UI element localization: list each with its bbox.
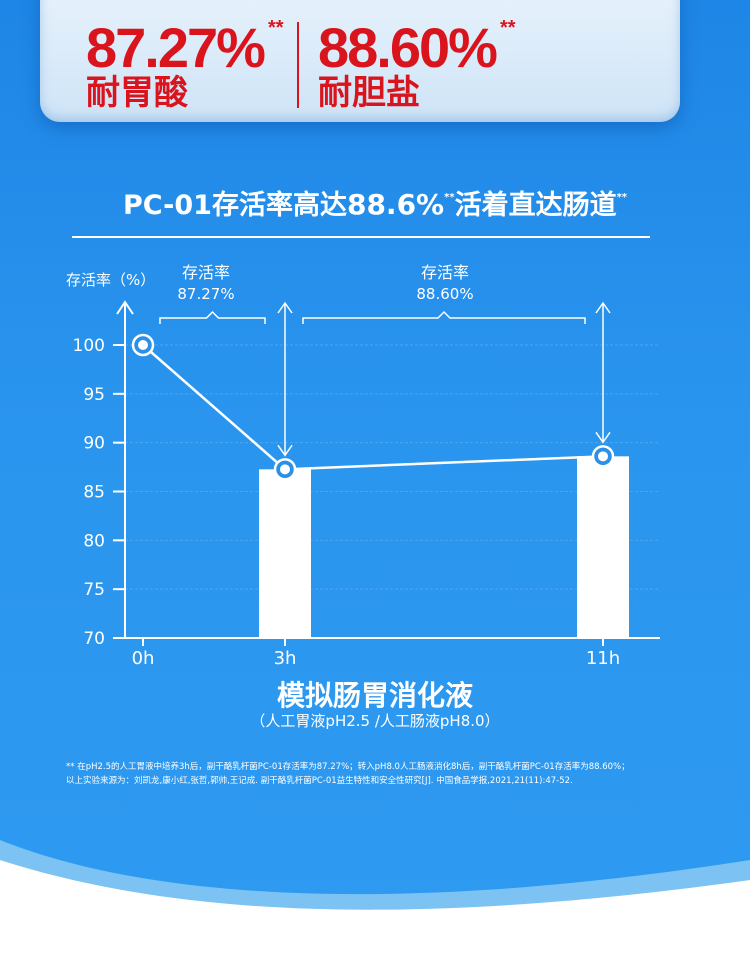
- stat-bile-stars: **: [500, 17, 516, 39]
- x-tick-label: 11h: [586, 648, 620, 669]
- brace-3h: [159, 310, 266, 324]
- headline-part1: PC-01存活率高达: [122, 190, 347, 221]
- stat-acid-label: 耐胃酸: [86, 73, 188, 113]
- y-tick-label: 100: [73, 336, 105, 356]
- brace-11h: [302, 310, 586, 324]
- arrow-3h-head-down: [277, 444, 293, 457]
- y-axis-label: 存活率（%）: [66, 271, 155, 289]
- footnote-line-1: ** 在pH2.5的人工胃液中培养3h后，副干酪乳杆菌PC-01存活率为87.2…: [66, 762, 630, 772]
- stat-acid-stars: **: [268, 17, 284, 39]
- headline-part2: 活着直达肠道: [454, 190, 617, 221]
- annotation-label-0: 存活率: [182, 263, 230, 282]
- x-axis-subtitle: （人工胃液pH2.5 /人工肠液pH8.0）: [250, 712, 500, 730]
- annotation-value-1: 88.60%: [416, 285, 473, 303]
- headline: PC-01存活率高达88.6%**活着直达肠道**: [0, 183, 750, 222]
- stats-badge: [40, 0, 680, 122]
- y-tick-label: 90: [83, 434, 105, 454]
- annotation-value-0: 87.27%: [177, 285, 234, 303]
- headline-sup1: **: [444, 192, 455, 203]
- bar-11h: [577, 456, 629, 638]
- arrow-11h-head-down: [595, 431, 611, 444]
- x-tick-label: 3h: [274, 648, 297, 669]
- bottom-wave: [0, 840, 750, 956]
- stat-acid-value: 87.27%: [86, 16, 266, 79]
- survival-chart: 70 75 80 85 90 95 100 0h 3h 11h 存活率（%） 存活率 87.27% 存活率…: [66, 263, 660, 669]
- x-tick-label: 0h: [132, 648, 155, 669]
- point-inner-3h: [280, 464, 290, 475]
- x-axis-title: 模拟肠胃消化液: [276, 679, 473, 712]
- headline-sup2: **: [616, 192, 628, 203]
- stat-bile-value: 88.60%: [318, 16, 498, 79]
- bar-3h: [259, 469, 311, 638]
- survival-line: [142, 344, 604, 471]
- headline-rule: [72, 236, 650, 238]
- stat-bile-label: 耐胆盐: [318, 73, 420, 113]
- y-tick-label: 80: [83, 531, 105, 551]
- y-tick-label: 75: [83, 580, 105, 600]
- point-inner-11h: [598, 451, 608, 462]
- headline-pct: 88.6%: [346, 188, 445, 221]
- stat-divider: [297, 22, 299, 108]
- annotation-label-1: 存活率: [421, 263, 469, 282]
- footnote-line-2: 以上实验来源为：刘凯龙,康小红,张哲,郭帅,王记成. 副干酪乳杆菌PC-01益生…: [66, 776, 573, 786]
- arrow-3h-head-up: [277, 301, 293, 314]
- arrow-11h-head-up: [595, 301, 611, 314]
- y-tick-label: 70: [83, 629, 105, 649]
- y-axis-arrow: [116, 300, 134, 315]
- point-inner-0h: [138, 340, 148, 350]
- y-tick-label: 85: [83, 483, 105, 503]
- y-tick-label: 95: [83, 385, 105, 405]
